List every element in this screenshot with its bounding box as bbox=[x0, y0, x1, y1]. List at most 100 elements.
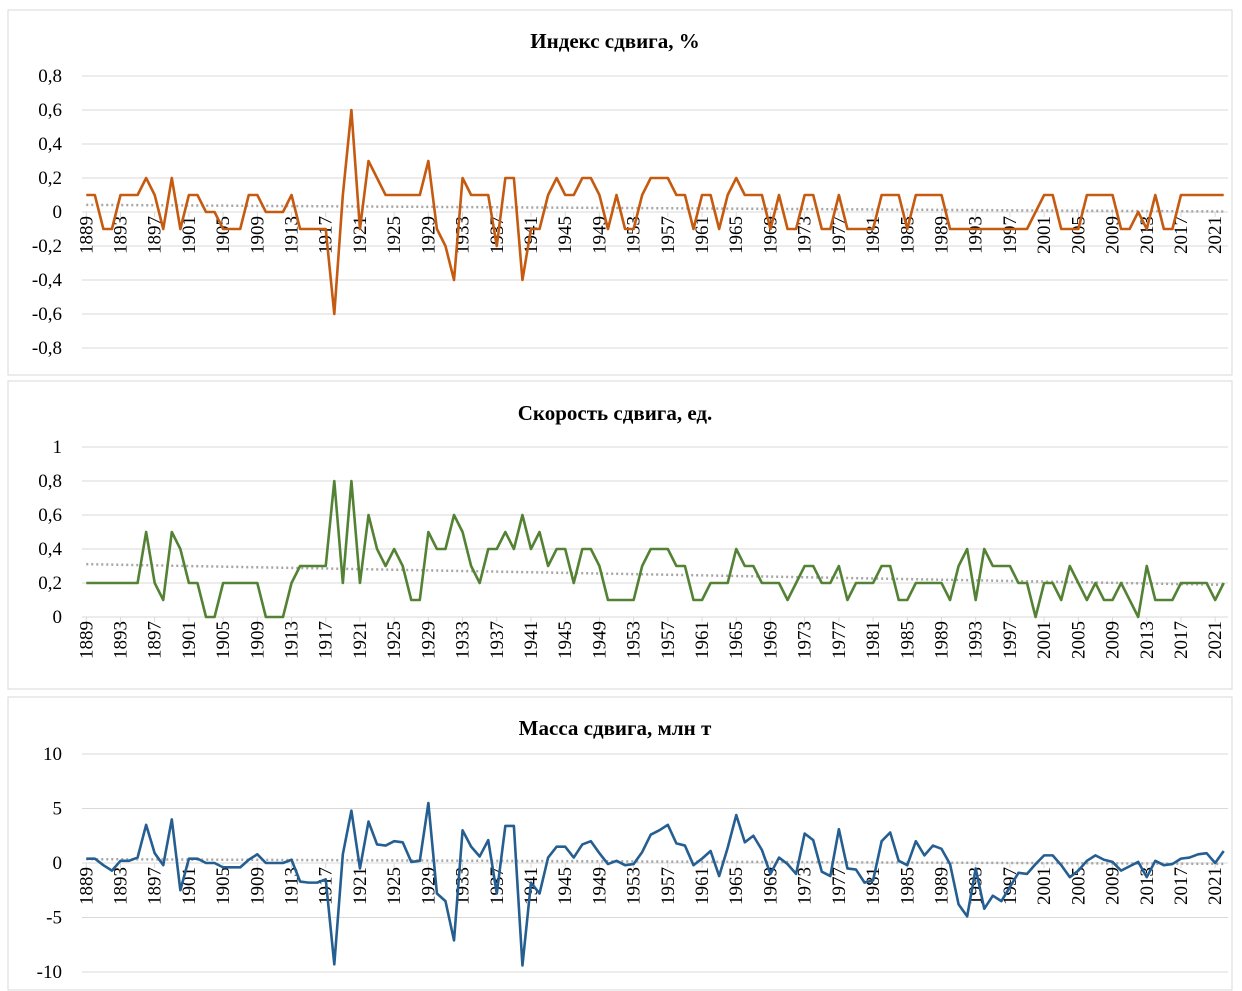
data-line bbox=[86, 479, 1225, 619]
x-tick-label: 1985 bbox=[897, 867, 918, 905]
x-tick-label: 2005 bbox=[1068, 216, 1089, 254]
x-tick-label: 1969 bbox=[760, 621, 781, 659]
x-tick-label: 1957 bbox=[658, 867, 679, 905]
x-tick-label: 1953 bbox=[624, 621, 645, 659]
x-tick-label: 1965 bbox=[726, 216, 747, 254]
x-tick-label: 1945 bbox=[555, 216, 576, 254]
x-tick-label: 1969 bbox=[760, 867, 781, 905]
x-tick-label: 1897 bbox=[145, 867, 166, 905]
x-tick-label: 1997 bbox=[1000, 621, 1021, 659]
x-tick-label: 1953 bbox=[624, 216, 645, 254]
x-tick-label: 2017 bbox=[1171, 216, 1192, 254]
y-tick-label: -0,4 bbox=[32, 270, 63, 291]
x-tick-label: 1889 bbox=[76, 216, 97, 254]
x-tick-label: 1989 bbox=[932, 867, 953, 905]
x-tick-label: 1953 bbox=[624, 867, 645, 905]
x-tick-label: 1965 bbox=[726, 621, 747, 659]
x-tick-label: 1961 bbox=[692, 621, 713, 659]
x-tick-label: 1973 bbox=[795, 621, 816, 659]
x-tick-label: 2021 bbox=[1205, 867, 1226, 905]
x-tick-label: 1945 bbox=[555, 867, 576, 905]
y-tick-label: 0,4 bbox=[38, 539, 62, 560]
x-tick-label: 1889 bbox=[76, 621, 97, 659]
x-tick-label: 2009 bbox=[1103, 216, 1124, 254]
x-tick-label: 1925 bbox=[384, 216, 405, 254]
x-tick-label: 1909 bbox=[247, 621, 268, 659]
x-tick-label: 2005 bbox=[1068, 621, 1089, 659]
x-tick-label: 1965 bbox=[726, 867, 747, 905]
y-tick-label: -10 bbox=[37, 962, 62, 983]
x-tick-label: 1949 bbox=[589, 867, 610, 905]
x-tick-label: 1981 bbox=[863, 216, 884, 254]
x-tick-label: 2001 bbox=[1034, 621, 1055, 659]
x-tick-label: 1921 bbox=[350, 621, 371, 659]
x-tick-label: 1981 bbox=[863, 867, 884, 905]
x-tick-label: 1901 bbox=[179, 216, 200, 254]
x-tick-label: 1961 bbox=[692, 867, 713, 905]
x-tick-label: 1893 bbox=[110, 621, 131, 659]
x-tick-label: 2013 bbox=[1137, 867, 1158, 905]
y-tick-label: 10 bbox=[43, 744, 62, 765]
x-tick-label: 1985 bbox=[897, 216, 918, 254]
x-tick-label: 1897 bbox=[145, 216, 166, 254]
x-tick-label: 1897 bbox=[145, 621, 166, 659]
x-tick-label: 1997 bbox=[1000, 216, 1021, 254]
y-tick-label: 0,8 bbox=[38, 66, 62, 87]
x-tick-label: 2017 bbox=[1171, 867, 1192, 905]
x-tick-label: 1957 bbox=[658, 216, 679, 254]
chart-title: Масса сдвига, млн т bbox=[519, 716, 712, 740]
x-tick-label: 1969 bbox=[760, 216, 781, 254]
x-tick-label: 1921 bbox=[350, 867, 371, 905]
y-tick-label: 1 bbox=[53, 437, 63, 458]
x-tick-label: 1977 bbox=[829, 867, 850, 905]
x-tick-label: 2009 bbox=[1103, 621, 1124, 659]
x-tick-label: 1949 bbox=[589, 216, 610, 254]
y-tick-label: 5 bbox=[53, 799, 63, 820]
y-tick-label: 0 bbox=[53, 202, 63, 223]
x-tick-label: 2013 bbox=[1137, 621, 1158, 659]
x-tick-label: 1933 bbox=[453, 621, 474, 659]
x-tick-label: 1973 bbox=[795, 867, 816, 905]
x-tick-label: 1937 bbox=[487, 621, 508, 659]
x-tick-label: 1957 bbox=[658, 621, 679, 659]
x-tick-label: 1913 bbox=[282, 216, 303, 254]
y-tick-label: -0,6 bbox=[32, 304, 62, 325]
x-tick-label: 1901 bbox=[179, 621, 200, 659]
trend-line bbox=[86, 203, 1224, 213]
x-tick-label: 1933 bbox=[453, 867, 474, 905]
x-tick-label: 1981 bbox=[863, 621, 884, 659]
x-tick-label: 1993 bbox=[966, 621, 987, 659]
x-tick-label: 1945 bbox=[555, 621, 576, 659]
x-tick-label: 1893 bbox=[110, 867, 131, 905]
x-tick-label: 1917 bbox=[316, 621, 337, 659]
x-tick-label: 2009 bbox=[1103, 867, 1124, 905]
x-tick-label: 1921 bbox=[350, 216, 371, 254]
y-tick-label: 0,8 bbox=[38, 471, 62, 492]
x-tick-label: 1985 bbox=[897, 621, 918, 659]
y-tick-label: 0,6 bbox=[38, 505, 62, 526]
y-tick-label: 0 bbox=[53, 853, 63, 874]
x-tick-label: 1905 bbox=[213, 621, 234, 659]
y-tick-label: -0,8 bbox=[32, 338, 62, 359]
x-tick-label: 2005 bbox=[1068, 867, 1089, 905]
data-line bbox=[86, 801, 1225, 967]
x-tick-label: 1977 bbox=[829, 621, 850, 659]
panel bbox=[7, 380, 1233, 690]
x-tick-label: 1977 bbox=[829, 216, 850, 254]
x-tick-label: 2021 bbox=[1205, 216, 1226, 254]
x-tick-label: 1973 bbox=[795, 216, 816, 254]
x-tick-label: 2001 bbox=[1034, 216, 1055, 254]
x-tick-label: 1925 bbox=[384, 621, 405, 659]
x-tick-label: 1949 bbox=[589, 621, 610, 659]
x-tick-label: 1893 bbox=[110, 216, 131, 254]
data-line bbox=[86, 108, 1224, 316]
chart-title: Индекс сдвига, % bbox=[530, 29, 699, 53]
x-tick-label: 1913 bbox=[282, 867, 303, 905]
y-tick-label: 0,2 bbox=[38, 168, 62, 189]
x-tick-label: 1905 bbox=[213, 216, 234, 254]
x-tick-label: 1905 bbox=[213, 867, 234, 905]
x-tick-label: 1989 bbox=[932, 621, 953, 659]
y-tick-label: 0,2 bbox=[38, 573, 62, 594]
chart-title: Скорость сдвига, ед. bbox=[518, 401, 713, 425]
x-tick-label: 1929 bbox=[418, 216, 439, 254]
